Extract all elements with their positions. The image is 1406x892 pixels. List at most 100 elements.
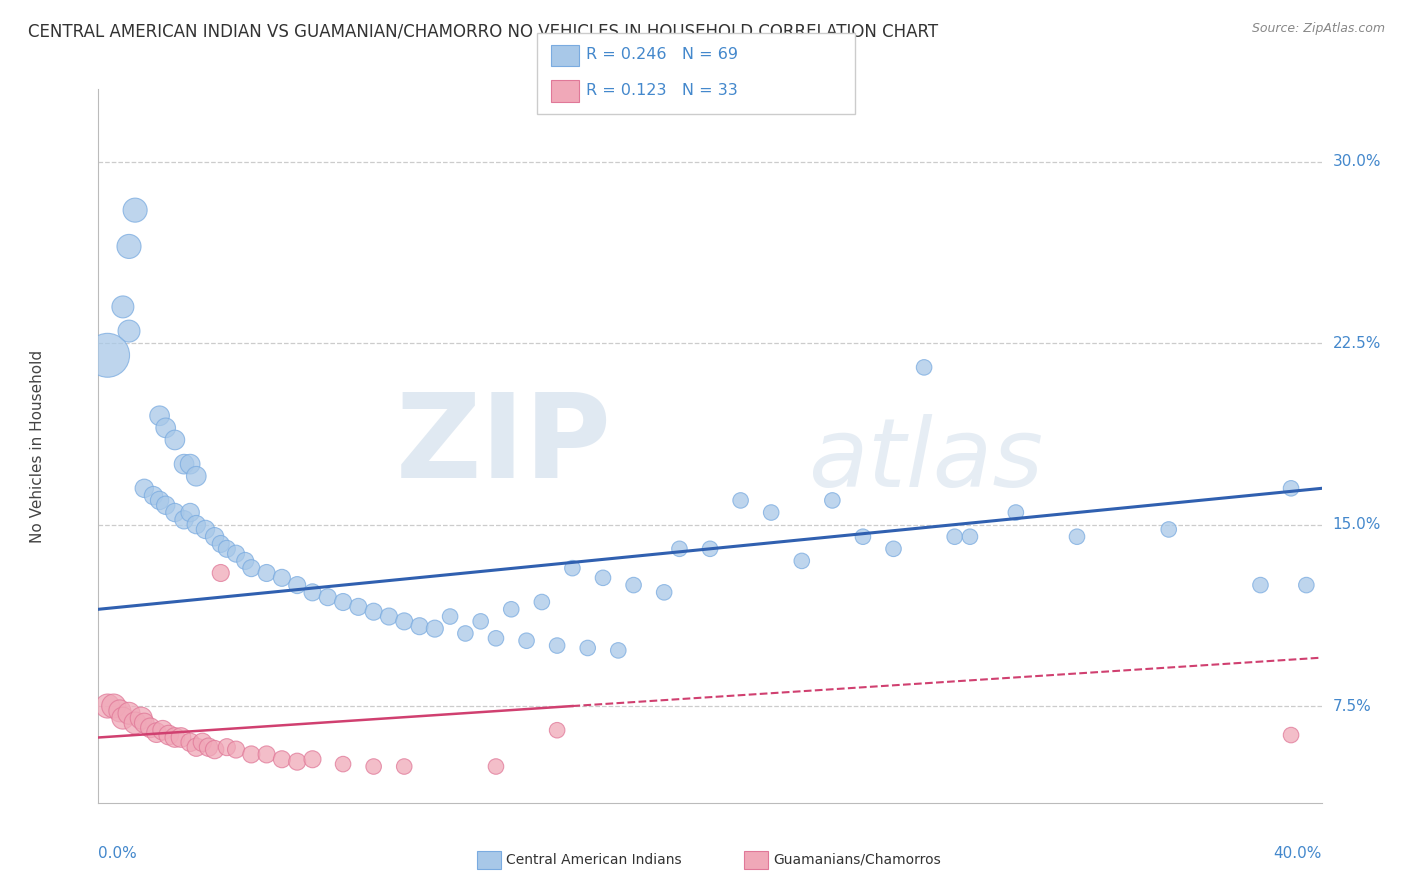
Point <box>454 626 477 640</box>
Point <box>1157 523 1180 537</box>
Text: 22.5%: 22.5% <box>1333 335 1381 351</box>
Point <box>852 530 875 544</box>
Point <box>152 723 174 738</box>
Text: 15.0%: 15.0% <box>1333 517 1381 533</box>
Point <box>607 643 630 657</box>
Point <box>215 740 238 755</box>
Point <box>186 517 208 532</box>
Point <box>912 360 935 375</box>
Point <box>546 639 568 653</box>
Point <box>233 554 256 568</box>
Point <box>124 203 146 218</box>
Point <box>118 239 141 253</box>
Point <box>134 481 156 495</box>
Point <box>332 595 354 609</box>
Point <box>240 561 263 575</box>
Point <box>209 566 232 580</box>
Point <box>561 561 583 575</box>
Point <box>1279 728 1302 742</box>
Point <box>408 619 430 633</box>
Point <box>592 571 614 585</box>
Point <box>170 731 193 745</box>
Point <box>204 530 226 544</box>
Point <box>270 571 292 585</box>
Point <box>439 609 461 624</box>
Point <box>163 506 186 520</box>
Text: 0.0%: 0.0% <box>98 846 138 861</box>
Point <box>149 493 172 508</box>
Point <box>546 723 568 738</box>
Point <box>332 757 354 772</box>
Text: Guamanians/Chamorros: Guamanians/Chamorros <box>773 853 941 867</box>
Point <box>623 578 645 592</box>
Point <box>790 554 813 568</box>
Point <box>301 752 323 766</box>
Point <box>155 421 177 435</box>
Point <box>470 615 492 629</box>
Point <box>423 622 446 636</box>
Point <box>1249 578 1271 592</box>
Point <box>97 348 120 362</box>
Point <box>111 711 134 725</box>
Point <box>363 759 385 773</box>
Point <box>225 547 247 561</box>
Point <box>668 541 690 556</box>
Point <box>129 711 152 725</box>
Point <box>1295 578 1317 592</box>
Point <box>173 513 195 527</box>
Point <box>392 615 416 629</box>
Text: CENTRAL AMERICAN INDIAN VS GUAMANIAN/CHAMORRO NO VEHICLES IN HOUSEHOLD CORRELATI: CENTRAL AMERICAN INDIAN VS GUAMANIAN/CHA… <box>28 22 938 40</box>
Point <box>285 578 308 592</box>
Text: 30.0%: 30.0% <box>1333 154 1381 169</box>
Text: Central American Indians: Central American Indians <box>506 853 682 867</box>
Point <box>209 537 232 551</box>
Point <box>157 728 180 742</box>
Point <box>240 747 263 762</box>
Point <box>149 409 172 423</box>
Point <box>1004 506 1026 520</box>
Point <box>378 609 401 624</box>
Point <box>215 541 238 556</box>
Point <box>111 300 134 314</box>
Point <box>392 759 416 773</box>
Point <box>730 493 752 508</box>
Point <box>134 716 156 731</box>
Point <box>943 530 966 544</box>
Point <box>270 752 292 766</box>
Text: atlas: atlas <box>808 414 1043 507</box>
Text: R = 0.123   N = 33: R = 0.123 N = 33 <box>586 83 738 97</box>
Point <box>179 506 201 520</box>
Point <box>347 599 370 614</box>
Point <box>186 740 208 755</box>
Point <box>256 747 278 762</box>
Point <box>204 742 226 756</box>
Text: R = 0.246   N = 69: R = 0.246 N = 69 <box>586 47 738 62</box>
Point <box>485 759 508 773</box>
Point <box>194 523 217 537</box>
Point <box>197 740 219 755</box>
Point <box>1279 481 1302 495</box>
Point <box>142 489 165 503</box>
Text: ZIP: ZIP <box>396 389 612 503</box>
Point <box>179 735 201 749</box>
Point <box>124 716 146 731</box>
Point <box>118 324 141 338</box>
Point <box>179 457 201 471</box>
Point <box>516 633 538 648</box>
Point <box>108 704 131 718</box>
Point <box>256 566 278 580</box>
Point <box>485 632 508 646</box>
Point <box>97 699 120 714</box>
Point <box>163 731 186 745</box>
Point <box>759 506 782 520</box>
Point <box>699 541 721 556</box>
Point <box>576 640 599 655</box>
Point <box>959 530 981 544</box>
Point <box>883 541 905 556</box>
Text: No Vehicles in Household: No Vehicles in Household <box>30 350 45 542</box>
Point <box>118 706 141 721</box>
Point <box>363 605 385 619</box>
Point <box>530 595 553 609</box>
Point <box>139 721 162 735</box>
Point <box>225 742 247 756</box>
